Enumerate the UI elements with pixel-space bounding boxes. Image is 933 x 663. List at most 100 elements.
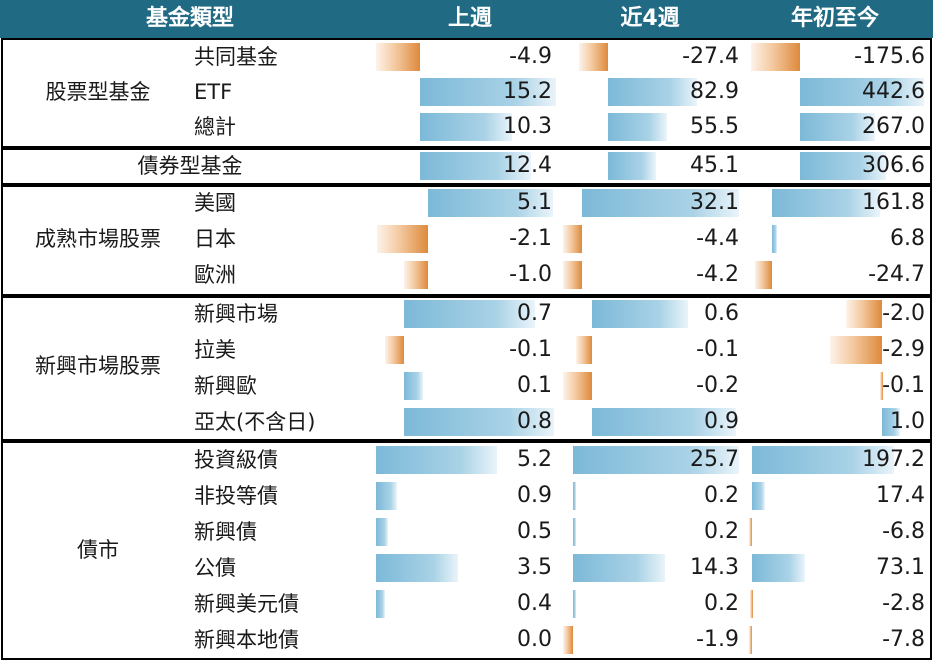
value-bar [376,225,428,253]
value-cell: -4.4 [696,226,739,251]
value-cell: -1.9 [696,627,739,652]
value-cell: -2.1 [509,226,552,251]
value-cell: 0.9 [517,483,552,508]
group-label: 新興市場股票 [35,354,161,378]
value-cell: 17.4 [876,483,925,508]
value-cell: -7.8 [882,627,925,652]
group-label: 成熟市場股票 [35,227,161,251]
value-bar [573,482,576,510]
value-bar [582,189,740,217]
value-cell: 0.4 [517,591,552,616]
value-bar [563,225,582,253]
row-label: 新興本地債 [194,628,299,652]
row-label: 亞太(不含日) [194,410,316,434]
value-bar [385,336,404,364]
value-bar [420,152,532,180]
value-bar [376,43,420,71]
row-label: 美國 [194,191,236,215]
value-bar [755,261,772,289]
value-cell: -6.8 [882,519,925,544]
value-cell: -1.0 [509,262,552,287]
value-bar [752,446,894,474]
value-cell: 161.8 [862,190,925,215]
value-bar [376,482,397,510]
value-bar [749,590,753,618]
row-label: 新興市場 [194,302,278,326]
row-label: 公債 [194,556,236,580]
value-cell: -0.1 [882,373,925,398]
value-bar [404,372,423,400]
value-bar [563,372,592,400]
value-bar [404,300,535,328]
value-cell: 6.8 [890,226,925,251]
value-bar [880,372,884,400]
value-cell: 0.6 [704,301,739,326]
value-cell: 0.0 [517,627,552,652]
value-cell: 5.2 [517,447,552,472]
value-bar [573,554,666,582]
value-cell: -2.9 [882,337,925,362]
value-bar [376,554,458,582]
row-label: ETF [194,80,233,104]
value-cell: 82.9 [690,79,739,104]
value-bar [829,336,882,364]
group-frame [1,185,932,296]
value-cell: -27.4 [682,44,739,69]
value-bar [576,336,592,364]
value-cell: 12.4 [503,153,552,178]
value-cell: -24.7 [868,262,925,287]
value-bar [772,189,881,217]
group-frame [1,38,932,148]
value-bar [573,446,740,474]
value-cell: 73.1 [876,555,925,580]
value-cell: 0.8 [517,409,552,434]
value-cell: 267.0 [862,114,925,139]
group-frame [1,441,932,660]
row-label: 新興美元債 [194,592,299,616]
value-bar [592,408,736,436]
value-cell: 0.5 [517,519,552,544]
value-cell: 0.1 [517,373,552,398]
value-bar [800,78,924,106]
value-bar [573,518,576,546]
row-label: 歐洲 [194,263,236,287]
value-cell: 0.2 [704,519,739,544]
value-bar [376,590,386,618]
value-bar [752,554,805,582]
group-label: 債市 [77,538,119,562]
value-cell: 15.2 [503,79,552,104]
value-cell: 0.2 [704,591,739,616]
value-bar [750,43,800,71]
header-last-4-weeks: 近4週 [620,6,680,31]
value-bar [608,152,657,180]
value-bar [420,113,513,141]
value-bar [573,590,576,618]
value-cell: 14.3 [690,555,739,580]
value-cell: 0.2 [704,483,739,508]
value-bar [420,78,556,106]
group-label: 債券型基金 [137,154,243,178]
value-bar [428,189,553,217]
row-label: 總計 [194,115,236,139]
value-bar [563,626,573,654]
value-bar [752,482,765,510]
header-category: 基金類型 [145,6,234,31]
value-bar [749,626,752,654]
group-label: 股票型基金 [45,80,151,104]
value-cell: 442.6 [862,79,925,104]
value-bar [578,43,608,71]
value-bar [563,261,582,289]
value-cell: -4.9 [509,44,552,69]
header-last-week: 上週 [447,6,492,31]
value-cell: 55.5 [690,114,739,139]
value-cell: 5.1 [517,190,552,215]
value-cell: 0.7 [517,301,552,326]
group-frame [1,296,932,441]
value-bar [800,113,875,141]
value-cell: 10.3 [503,114,552,139]
table-header: 基金類型 上週 近4週 年初至今 [0,0,933,38]
row-label: 新興債 [194,520,257,544]
value-bar [376,446,498,474]
value-bar [882,408,900,436]
value-bar [403,261,428,289]
